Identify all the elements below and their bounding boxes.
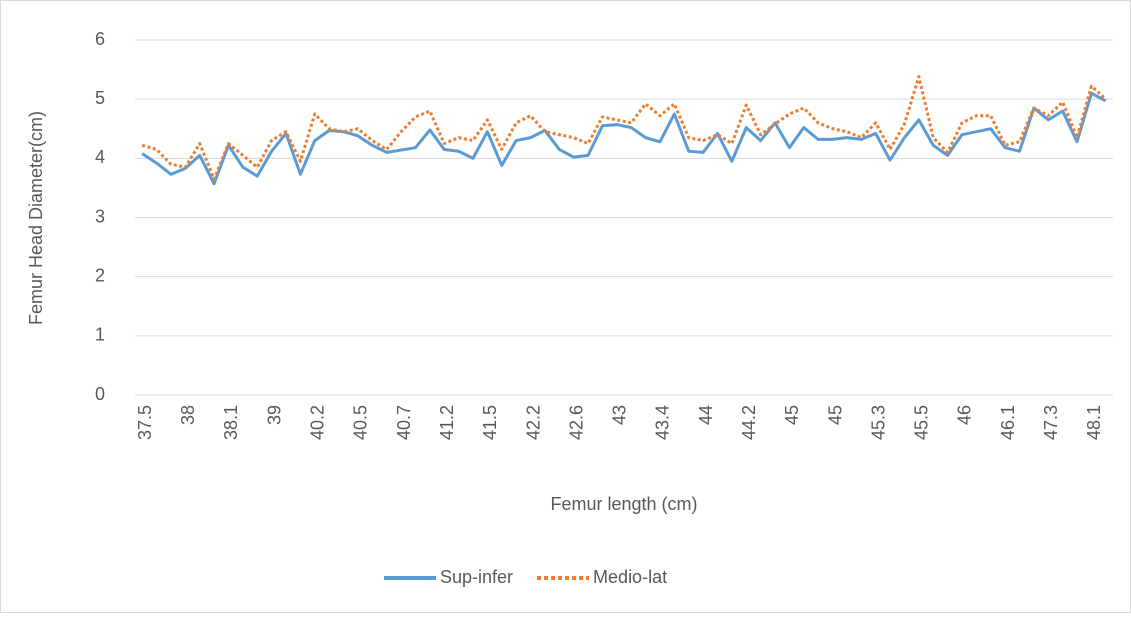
- series-line: [141, 91, 1107, 186]
- x-tick-label: 40.5: [351, 405, 371, 440]
- x-axis-title: Femur length (cm): [550, 494, 697, 514]
- y-axis-title: Femur Head Diameter(cm): [26, 111, 46, 325]
- y-tick-label: 3: [95, 206, 105, 226]
- x-tick-label: 47.3: [1041, 405, 1061, 440]
- x-tick-label: 44: [696, 405, 716, 425]
- x-tick-label: 38.1: [221, 405, 241, 440]
- x-tick-label: 41.2: [437, 405, 457, 440]
- y-tick-label: 5: [95, 88, 105, 108]
- x-tick-label: 42.2: [523, 405, 543, 440]
- x-tick-label: 41.5: [480, 405, 500, 440]
- x-tick-label: 48.1: [1084, 405, 1104, 440]
- x-tick-label: 45.5: [912, 405, 932, 440]
- x-tick-label: 43: [610, 405, 630, 425]
- x-tick-label: 45: [782, 405, 802, 425]
- x-tick-label: 38: [178, 405, 198, 425]
- series-line: [141, 75, 1107, 181]
- x-tick-label: 39: [264, 405, 284, 425]
- legend-label: Sup-infer: [440, 567, 513, 587]
- y-tick-label: 2: [95, 265, 105, 285]
- x-tick-label: 44.2: [739, 405, 759, 440]
- x-tick-label: 43.4: [653, 405, 673, 440]
- y-tick-label: 4: [95, 147, 105, 167]
- x-tick-label: 42.6: [566, 405, 586, 440]
- y-tick-label: 1: [95, 325, 105, 345]
- y-tick-label: 0: [95, 384, 105, 404]
- x-tick-label: 46: [955, 405, 975, 425]
- x-tick-label: 40.7: [394, 405, 414, 440]
- x-tick-label: 46.1: [998, 405, 1018, 440]
- x-tick-label: 37.5: [135, 405, 155, 440]
- x-tick-label: 45.3: [868, 405, 888, 440]
- legend-label: Medio-lat: [593, 567, 667, 587]
- x-tick-label: 40.2: [308, 405, 328, 440]
- y-tick-label: 6: [95, 29, 105, 49]
- x-tick-label: 45: [825, 405, 845, 425]
